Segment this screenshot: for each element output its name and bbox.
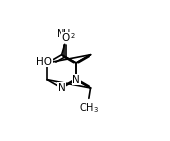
Text: O: O <box>61 33 69 43</box>
Text: N: N <box>72 75 80 85</box>
Text: N: N <box>58 83 66 93</box>
Text: NH$_2$: NH$_2$ <box>56 27 75 41</box>
Text: CH$_3$: CH$_3$ <box>79 101 99 115</box>
Text: HO: HO <box>36 57 52 67</box>
